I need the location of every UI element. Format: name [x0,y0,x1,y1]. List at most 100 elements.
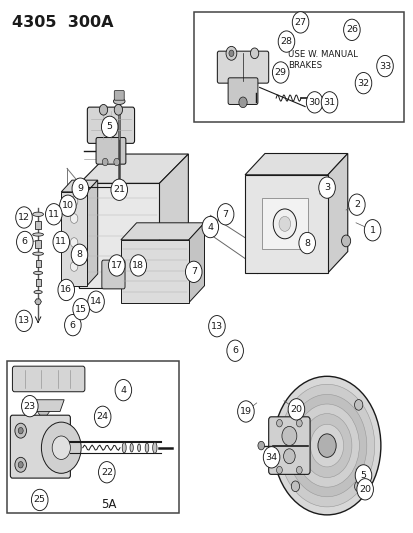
Text: 7: 7 [190,268,196,276]
Circle shape [130,255,146,276]
Circle shape [238,97,247,108]
Circle shape [237,401,254,422]
Text: 28: 28 [280,37,292,46]
Circle shape [98,462,115,483]
Bar [261,198,307,249]
Bar [61,192,87,286]
Circle shape [88,291,104,312]
Text: 18: 18 [132,261,144,270]
Circle shape [291,400,299,410]
Circle shape [70,238,78,247]
Circle shape [18,462,23,468]
Polygon shape [121,223,204,240]
Text: 32: 32 [356,79,369,87]
Circle shape [208,316,225,337]
Circle shape [318,177,335,198]
Text: 11: 11 [55,238,67,246]
Circle shape [70,197,78,206]
Circle shape [279,384,374,507]
Circle shape [354,72,371,94]
Circle shape [287,399,304,420]
Circle shape [71,244,88,265]
Text: 16: 16 [60,286,72,294]
Polygon shape [35,299,41,304]
Text: 2: 2 [353,200,359,209]
Circle shape [217,204,233,225]
Ellipse shape [313,93,318,103]
Circle shape [354,400,362,410]
Circle shape [70,262,78,271]
FancyBboxPatch shape [114,91,124,100]
Circle shape [41,422,81,473]
Circle shape [70,214,78,223]
Text: 23: 23 [24,402,36,410]
Text: 10: 10 [62,201,74,210]
Text: 8: 8 [76,251,82,259]
Circle shape [317,434,335,457]
Circle shape [310,424,343,467]
Circle shape [45,204,62,225]
Circle shape [272,62,288,83]
Polygon shape [23,400,64,411]
Circle shape [376,55,392,77]
Text: 19: 19 [240,407,251,416]
Text: 13: 13 [18,317,30,325]
FancyBboxPatch shape [10,415,70,478]
Circle shape [250,48,258,59]
FancyBboxPatch shape [96,138,126,164]
Circle shape [15,423,26,438]
Text: 31: 31 [323,98,335,107]
Circle shape [64,314,81,336]
Circle shape [278,31,294,52]
Circle shape [343,19,359,41]
Bar [36,260,40,267]
Ellipse shape [33,212,43,216]
Polygon shape [327,154,347,273]
Text: 11: 11 [48,210,59,219]
Circle shape [363,220,380,241]
Circle shape [348,194,364,215]
Text: 21: 21 [113,185,125,194]
Text: 26: 26 [345,26,357,34]
Text: 34: 34 [265,453,277,462]
Text: 8: 8 [304,239,309,247]
Text: 4: 4 [207,223,213,231]
Circle shape [16,310,32,332]
Circle shape [18,427,23,434]
Text: 6: 6 [22,238,28,246]
Circle shape [341,235,350,247]
Circle shape [101,116,118,138]
FancyBboxPatch shape [268,417,309,474]
Circle shape [115,379,131,401]
Text: 9: 9 [77,184,83,193]
Circle shape [273,376,380,515]
Text: 5: 5 [107,123,112,131]
Text: 29: 29 [274,68,286,77]
FancyBboxPatch shape [12,366,85,392]
Circle shape [263,447,279,468]
Circle shape [225,46,236,60]
Circle shape [114,104,122,115]
Circle shape [185,261,202,282]
Circle shape [58,279,74,301]
Ellipse shape [113,98,125,104]
Circle shape [296,419,301,427]
Polygon shape [79,154,188,183]
Text: 6: 6 [70,321,76,329]
Circle shape [111,179,127,200]
Circle shape [276,419,282,427]
Polygon shape [159,154,188,288]
Bar [193,12,403,122]
Bar [36,279,40,286]
Circle shape [59,195,76,216]
Text: 1: 1 [369,226,375,235]
Circle shape [202,216,218,238]
Text: 20: 20 [358,485,370,494]
Circle shape [257,441,264,450]
Text: 5A: 5A [100,498,116,511]
Circle shape [273,209,296,239]
Text: 17: 17 [111,261,122,270]
Ellipse shape [130,443,133,452]
Circle shape [108,255,125,276]
Circle shape [226,340,243,361]
